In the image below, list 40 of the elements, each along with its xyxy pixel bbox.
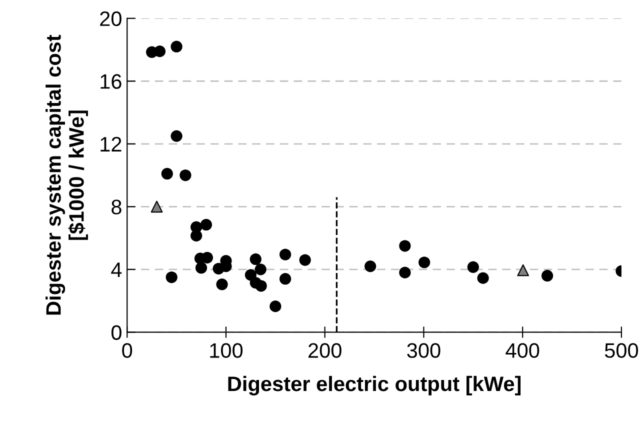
point <box>161 168 173 180</box>
point <box>154 46 166 58</box>
x-tick-label: 200 <box>308 343 342 358</box>
point <box>190 230 202 242</box>
point <box>170 130 182 142</box>
point <box>254 264 266 276</box>
point <box>250 253 262 266</box>
point <box>279 273 292 285</box>
point <box>166 271 178 284</box>
point <box>279 248 292 260</box>
point <box>399 266 411 278</box>
y-axis-title: Digester system capital cost [$1000 / kWe] <box>46 34 88 315</box>
point <box>399 240 411 252</box>
point <box>517 264 530 276</box>
x-tick-label: 300 <box>407 343 440 358</box>
point <box>150 200 163 213</box>
y-tick-label: 8 <box>112 200 122 214</box>
x-tick-label: 0 <box>122 343 132 358</box>
x-tick-label: 500 <box>604 343 638 358</box>
y-tick-label: 20 <box>100 11 122 26</box>
x-axis-title: Digester electric output [kWe] <box>228 376 521 396</box>
point <box>418 256 430 268</box>
point <box>364 260 376 272</box>
x-tick-label: 100 <box>210 343 243 358</box>
point <box>180 169 192 182</box>
point <box>467 261 479 273</box>
point <box>477 272 489 284</box>
point <box>216 278 228 290</box>
point <box>541 270 554 282</box>
point <box>270 300 282 312</box>
y-tick-label: 4 <box>111 262 122 277</box>
y-tick-label: 12 <box>100 136 122 152</box>
point <box>255 280 267 292</box>
point <box>200 218 212 231</box>
point <box>170 40 182 52</box>
point <box>299 254 311 266</box>
x-tick-label: 400 <box>506 343 540 358</box>
y-tick-label: 0 <box>111 325 122 340</box>
point <box>195 262 208 274</box>
y-tick-label: 16 <box>100 74 122 89</box>
